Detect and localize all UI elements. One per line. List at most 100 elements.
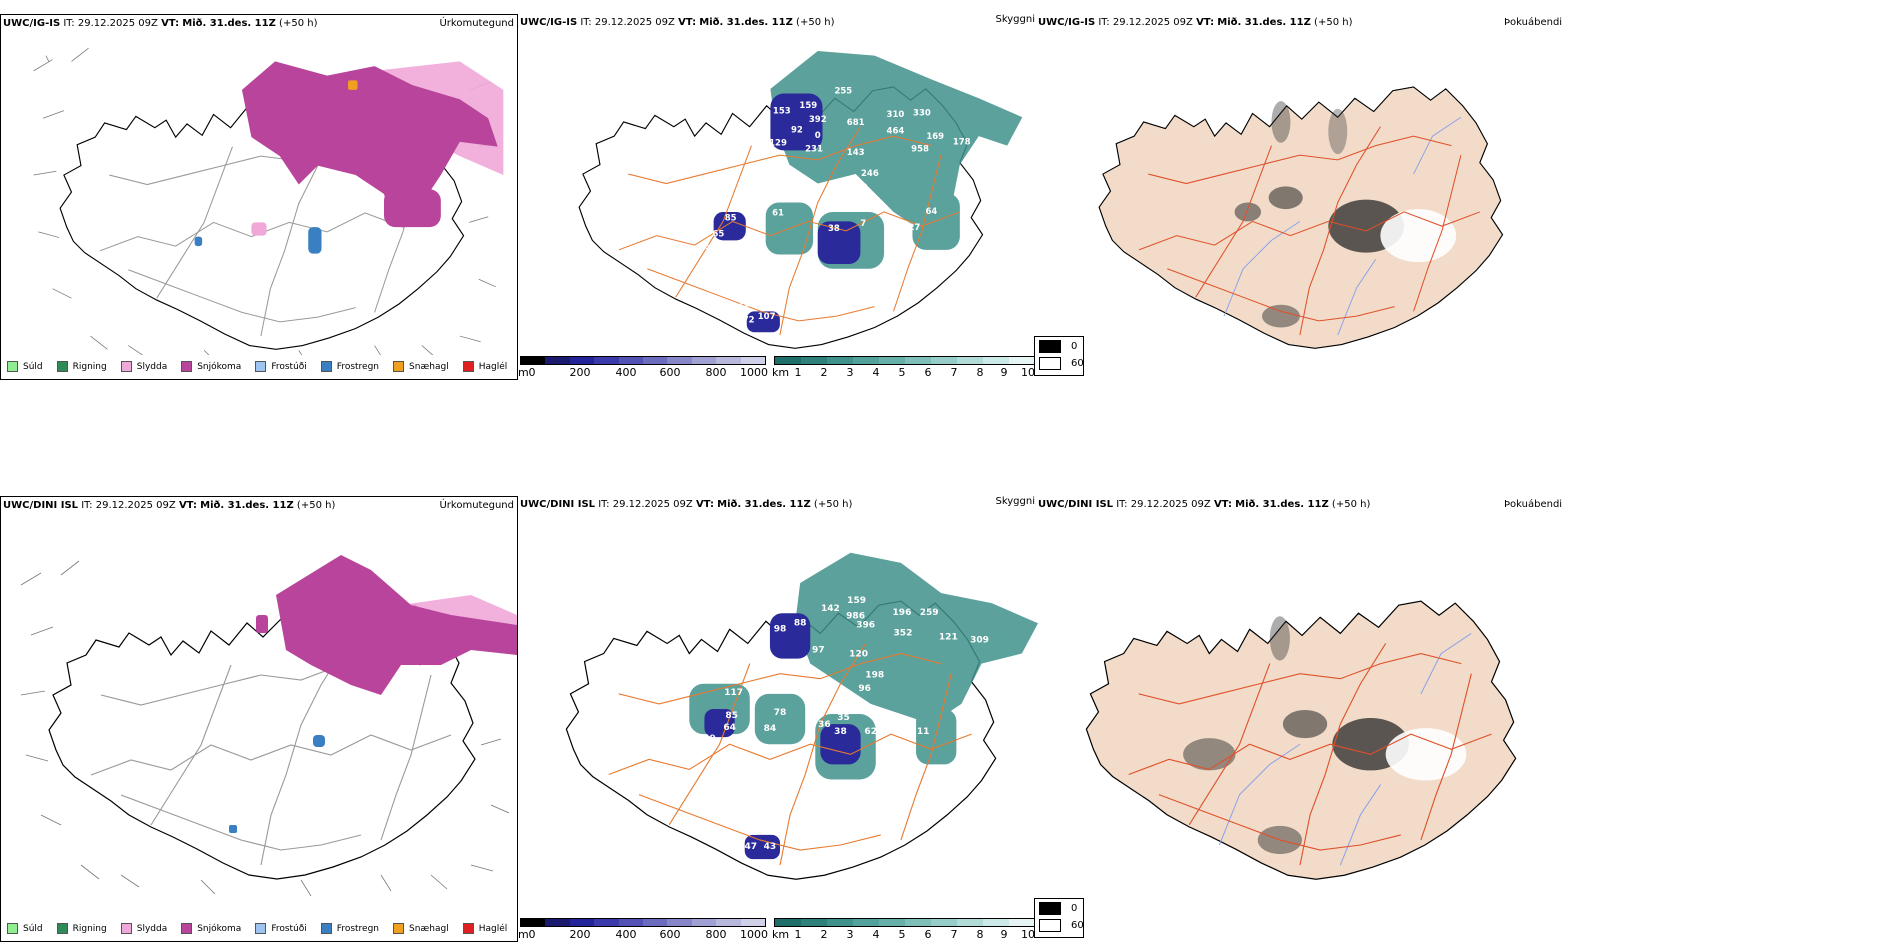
colorbar-segments: [774, 918, 1036, 927]
legend-swatch: [120, 361, 132, 372]
panel-title: UWC/DINI ISL IT: 29.12.2025 09Z VT: Mið.…: [520, 499, 853, 510]
colorbar-tick: 2: [820, 928, 828, 941]
colorbar-unit: m: [518, 928, 529, 941]
panel-name: Úrkomutegund: [439, 500, 514, 511]
visibility-panel-row1: UWC/IG-IS IT: 29.12.2025 09Z VT: Mið. 31…: [518, 14, 1038, 380]
clear-area: [1380, 209, 1457, 263]
legend-swatch: [181, 923, 193, 934]
vis-label: 47: [744, 842, 757, 852]
vis-label: 96: [858, 684, 871, 694]
legend-swatch: [56, 361, 68, 372]
fog-legend: 0 60: [1034, 336, 1084, 376]
rivers: [1223, 116, 1462, 336]
legend-item: Rigning: [56, 923, 107, 934]
precip-legend: Súld Rigning Slydda Snjókoma Frostúði Fr…: [7, 923, 507, 934]
legend-item: Snæhagl: [393, 361, 449, 372]
vis-label: 98: [774, 624, 787, 634]
vis-label: 64: [925, 207, 937, 217]
rivers: [1218, 632, 1472, 866]
legend-swatch: [462, 923, 474, 934]
visibility-colorbar: km 1 2 3 4 5 6 7 8 9 10: [772, 356, 1036, 384]
panel-title: UWC/DINI ISL IT: 29.12.2025 09Z VT: Mið.…: [1038, 499, 1371, 510]
vis-label: 78: [774, 708, 787, 718]
colorbar-tick: 9: [1000, 928, 1008, 941]
vis-label: 255: [834, 87, 852, 97]
fog-map: [1085, 600, 1517, 880]
colorbar-tick: 3: [846, 928, 854, 941]
colorbar-tick: 400: [615, 366, 637, 379]
vis-label: 10: [834, 201, 846, 211]
legend-item: Frostregn: [320, 923, 379, 934]
legend-item: Frostregn: [320, 361, 379, 372]
vis-label: 64: [723, 723, 736, 733]
vis-label: 392: [809, 115, 827, 125]
panel-name: Úrkomutegund: [439, 18, 514, 29]
legend-item: Frostúði: [255, 923, 307, 934]
legend-item: Slydda: [120, 923, 167, 934]
fog-shading: [1183, 616, 1409, 855]
colorbar-segments: [520, 356, 766, 365]
precip-type-map: [33, 47, 504, 355]
vis-label: 92: [791, 125, 803, 135]
vis-label: 85: [725, 213, 737, 223]
legend-swatch: [1039, 902, 1061, 915]
vis-label: 27: [908, 223, 920, 233]
colorbar-tick: 1: [794, 366, 802, 379]
colorbar-segments: [520, 918, 766, 927]
colorbar-tick: 1: [794, 928, 802, 941]
vis-label: 309: [970, 635, 989, 645]
fog-map: [1098, 86, 1504, 349]
visibility-values: 255 159 153 392 310 330 681 464 129 92 0…: [704, 87, 971, 326]
fog-panel-row2: UWC/DINI ISL IT: 29.12.2025 09Z VT: Mið.…: [1034, 496, 1900, 942]
colorbar-unit: m: [518, 366, 529, 379]
panel-name: Skyggni: [995, 14, 1035, 25]
colorbar-tick: 600: [659, 366, 681, 379]
vis-label: 85: [725, 711, 738, 721]
vis-label: 129: [769, 139, 787, 149]
vis-label: 119: [738, 300, 756, 310]
vis-label: 35: [837, 713, 850, 723]
colorbar-tick: 5: [898, 928, 906, 941]
colorbar-tick: 8: [976, 366, 984, 379]
legend-swatch: [181, 361, 193, 372]
legend-swatch: [1039, 340, 1061, 353]
visibility-map: 159 142 986 396 196 259 352 98 88 121 30…: [565, 552, 1038, 880]
panel-title: UWC/IG-IS IT: 29.12.2025 09Z VT: Mið. 31…: [3, 18, 318, 29]
vis-label: 246: [861, 169, 879, 179]
colorbar-tick: 1000: [740, 928, 768, 941]
vis-label: 121: [939, 632, 958, 642]
fog-legend-row: 0: [1039, 340, 1077, 353]
panel-title: UWC/IG-IS IT: 29.12.2025 09Z VT: Mið. 31…: [520, 17, 835, 28]
legend-swatch: [320, 361, 332, 372]
vis-label: 7: [860, 219, 866, 229]
vis-label: 61: [772, 209, 784, 219]
colorbar-tick: 0: [528, 366, 536, 379]
legend-item: Súld: [7, 923, 43, 934]
colorbar-tick: 800: [705, 366, 727, 379]
vis-label: 0: [815, 131, 821, 141]
wind-barbs: [20, 560, 510, 897]
legend-item: Súld: [7, 361, 43, 372]
cloud-base-area: [713, 93, 861, 333]
vis-label: 43: [764, 842, 777, 852]
colorbar-unit: km: [772, 928, 790, 941]
frost-rain-area: [194, 227, 322, 254]
vis-label: 142: [821, 604, 840, 614]
legend-swatch: [7, 361, 18, 372]
colorbar-tick: 3: [846, 366, 854, 379]
vis-label: 117: [724, 688, 743, 698]
vis-label: 330: [913, 108, 931, 118]
vis-label: 108: [850, 183, 868, 193]
precip-legend: Súld Rigning Slydda Snjókoma Frostúði Fr…: [7, 361, 507, 372]
frost-rain-area: [229, 735, 325, 833]
colorbar-tick: 1000: [740, 366, 768, 379]
colorbar-tick: 0: [528, 928, 536, 941]
vis-label: 49: [703, 734, 716, 744]
legend-swatch: [393, 923, 405, 934]
panel-name: Þokuábendi: [1504, 17, 1563, 28]
slush-small: [251, 222, 267, 236]
legend-swatch: [1039, 919, 1061, 932]
colorbar-tick: 200: [569, 366, 591, 379]
vis-label: 169: [926, 132, 944, 142]
colorbar-unit: km: [772, 366, 790, 379]
